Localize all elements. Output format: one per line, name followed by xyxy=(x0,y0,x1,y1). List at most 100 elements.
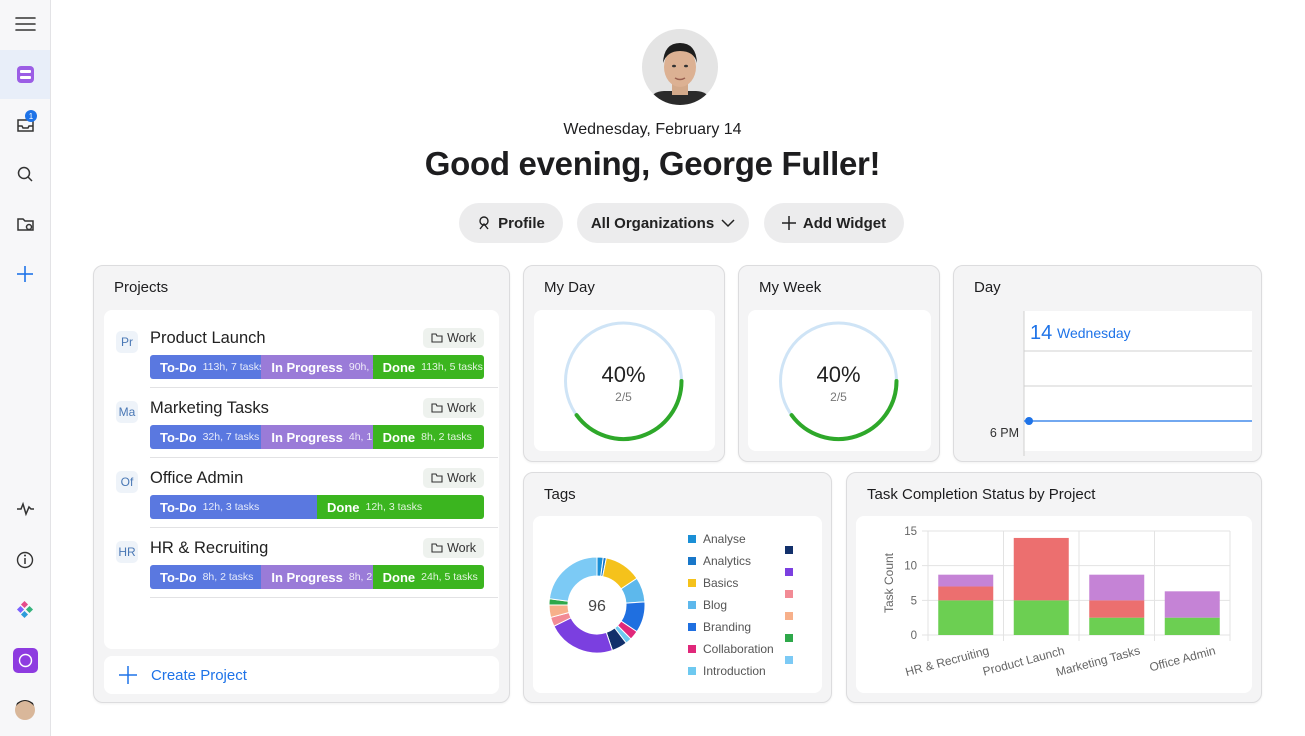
add-widget-button[interactable]: Add Widget xyxy=(764,203,904,243)
legend-label: Introduction xyxy=(703,664,766,678)
project-name: HR & Recruiting xyxy=(150,539,269,557)
legend-label: Analytics xyxy=(703,554,751,568)
project-abbr: Ma xyxy=(116,401,138,423)
user-avatar[interactable] xyxy=(15,700,35,720)
folder-icon[interactable] xyxy=(17,218,34,231)
project-row[interactable]: HR HR & Recruiting Work To-Do 8h, 2 tasks In … xyxy=(104,528,498,598)
project-row[interactable]: Of Office Admin Work To-Do 12h, 3 tasks Done 1… xyxy=(104,458,498,528)
project-name: Product Launch xyxy=(150,329,266,347)
bar-segment xyxy=(1089,617,1145,635)
project-row[interactable]: Pr Product Launch Work To-Do 113h, 7 tasks In… xyxy=(104,318,498,388)
icon-detail xyxy=(18,653,33,668)
bar-segment xyxy=(938,586,994,601)
bar-segment xyxy=(938,600,994,635)
legend-swatch xyxy=(785,590,793,598)
greeting: Good evening, George Fuller! xyxy=(424,145,881,182)
card-title: My Day xyxy=(544,279,595,296)
status-label: Done xyxy=(382,359,416,375)
card-title: My Week xyxy=(759,279,822,296)
project-abbr: Pr xyxy=(116,331,138,353)
add-icon[interactable] xyxy=(17,266,33,282)
legend-label: Branding xyxy=(703,620,751,634)
folder-shape xyxy=(431,473,443,483)
legend-swatch xyxy=(688,557,696,565)
status-label: To-Do xyxy=(160,569,197,585)
status-segment: Done 12h, 3 tasks xyxy=(317,495,484,519)
activity-icon[interactable] xyxy=(17,501,34,517)
profile-button[interactable]: Profile xyxy=(459,203,563,243)
icon-detail xyxy=(20,70,31,73)
status-detail: 90h, 2 tasks xyxy=(348,361,373,373)
bar-segment xyxy=(1089,574,1145,601)
button-label: All Organizations xyxy=(590,214,715,232)
status-label: In Progress xyxy=(271,429,343,445)
current-time-dot xyxy=(1025,417,1033,425)
legend-swatch xyxy=(688,623,696,631)
inbox-badge xyxy=(25,110,37,122)
project-row[interactable]: Ma Marketing Tasks Work To-Do 32h, 7 tasks In… xyxy=(104,388,498,458)
ring-count: 2/5 xyxy=(830,390,847,404)
status-segment: To-Do 32h, 7 tasks xyxy=(150,425,262,449)
calendar-date: 14 xyxy=(1030,322,1052,344)
x-tick-label: Office Admin xyxy=(1148,643,1217,674)
ring-percent: 40% xyxy=(816,362,860,387)
status-segment: In Progress 4h, 1 task xyxy=(261,425,373,449)
tag-label: Work xyxy=(447,541,476,555)
status-label: To-Do xyxy=(160,429,197,445)
sparkle-icon[interactable] xyxy=(16,600,34,619)
create-project-label: Create Project xyxy=(151,666,247,684)
project-name: Marketing Tasks xyxy=(150,399,269,417)
status-segment: In Progress 90h, 2 tasks xyxy=(261,355,373,379)
day-card: Day 14 Wednesday 6 PM xyxy=(953,265,1262,462)
bar-segment xyxy=(1164,617,1220,635)
projects-nav-icon[interactable] xyxy=(17,66,34,83)
calendar-bg xyxy=(1024,311,1252,451)
y-tick-label: 0 xyxy=(911,630,917,642)
row-divider xyxy=(150,527,498,528)
card-title: Tags xyxy=(544,486,576,503)
search-icon[interactable] xyxy=(17,166,33,182)
icon-detail xyxy=(16,700,34,706)
profile-photo xyxy=(642,29,718,105)
tag-label: Work xyxy=(447,471,476,485)
status-detail: 32h, 7 tasks xyxy=(202,431,260,443)
info-icon[interactable] xyxy=(16,551,34,569)
project-abbr: HR xyxy=(116,541,138,563)
create-project[interactable]: Create Project xyxy=(104,656,499,694)
row-divider xyxy=(150,387,498,388)
project-tag: Work xyxy=(423,468,484,488)
x-tick-label: Product Launch xyxy=(981,643,1066,678)
legend-label: Blog xyxy=(703,598,727,612)
row-divider xyxy=(150,597,498,598)
sidebar: 1 xyxy=(0,0,51,736)
legend-label: Collaboration xyxy=(703,642,774,656)
app-icon[interactable] xyxy=(13,648,38,673)
legend-swatch xyxy=(688,667,696,675)
completion-card: Task Completion Status by Project 0 5 10 15… xyxy=(846,472,1262,703)
progress-ring: 40%2/5 xyxy=(534,310,715,451)
legend-label: Analyse xyxy=(703,532,746,546)
button-label: Add Widget xyxy=(802,214,887,232)
button-label: Profile xyxy=(498,214,545,232)
status-label: Done xyxy=(382,569,416,585)
folder-icon xyxy=(431,403,443,413)
menu-icon[interactable] xyxy=(15,17,36,31)
project-name: Office Admin xyxy=(150,469,244,487)
organizations-button[interactable]: All Organizations xyxy=(577,203,749,243)
projects-list: Pr Product Launch Work To-Do 113h, 7 tasks In… xyxy=(104,310,499,649)
tags-card: Tags 96 Analyse Analytics Basics Blog Brandin… xyxy=(523,472,832,703)
status-label: In Progress xyxy=(271,359,343,375)
folder-icon xyxy=(431,473,443,483)
status-segment: Done 113h, 5 tasks xyxy=(372,355,484,379)
legend-label: Basics xyxy=(703,576,738,590)
bar-segment xyxy=(1013,600,1069,635)
legend-swatch xyxy=(688,579,696,587)
x-tick-label: HR & Recruiting xyxy=(904,643,991,679)
ring-percent: 40% xyxy=(601,362,645,387)
card-title: Day xyxy=(974,279,1001,296)
status-detail: 8h, 2 tasks xyxy=(348,571,373,583)
tag-label: Work xyxy=(447,401,476,415)
folder-shape xyxy=(431,333,443,343)
